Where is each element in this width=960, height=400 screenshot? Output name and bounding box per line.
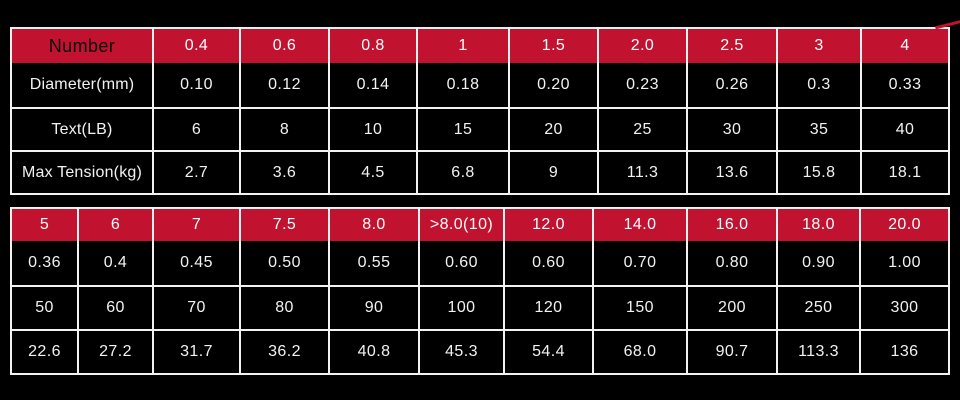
header-cell: 0.4 (154, 29, 241, 63)
value-cell: 120 (505, 285, 594, 329)
header-cell: 14.0 (594, 209, 688, 241)
value-cell: 113.3 (778, 329, 861, 373)
header-cell: 18.0 (778, 209, 861, 241)
value-cell: 9 (510, 150, 599, 193)
value-cell: 2.7 (154, 150, 241, 193)
value-cell: 90 (330, 285, 420, 329)
value-cell: 20 (510, 107, 599, 150)
value-cell: 0.90 (778, 241, 861, 285)
value-cell: 25 (599, 107, 688, 150)
value-cell: 30 (688, 107, 778, 150)
value-cell: 0.20 (510, 63, 599, 107)
header-cell: 6 (79, 209, 154, 241)
header-cell: 1 (418, 29, 510, 63)
spec-table-bottom: 5 6 7 7.5 8.0 >8.0(10) 12.0 14.0 16.0 18.0 20.0 0.3… (10, 207, 950, 375)
value-cell: 80 (241, 285, 330, 329)
value-cell: 250 (778, 285, 861, 329)
value-cell: 50 (12, 285, 79, 329)
value-cell: 0.18 (418, 63, 510, 107)
value-cell: 4.5 (330, 150, 418, 193)
spec-table-top: Number 0.4 0.6 0.8 1 1.5 2.0 2.5 3 4 Diameter(mm) 0… (10, 27, 950, 195)
value-cell: 0.50 (241, 241, 330, 285)
header-cell: 0.8 (330, 29, 418, 63)
value-cell: 0.33 (888, 76, 922, 93)
row-label-cell: Text(LB) (12, 107, 154, 150)
value-cell: 31.7 (154, 329, 241, 373)
value-cell: 54.4 (505, 329, 594, 373)
value-cell: 0.26 (688, 63, 778, 107)
value-cell: 27.2 (79, 329, 154, 373)
header-cell: 0.6 (241, 29, 330, 63)
value-cell: 90.7 (688, 329, 778, 373)
row-label-cell: Diameter(mm) (12, 63, 154, 107)
value-cell: 0.60 (420, 241, 505, 285)
value-cell: 11.3 (599, 150, 688, 193)
value-cell: 1.00 (888, 254, 921, 271)
value-cell: 13.6 (688, 150, 778, 193)
value-cell: 0.14 (330, 63, 418, 107)
value-cell: 0.3 (778, 63, 862, 107)
value-cell: 18.1 (862, 150, 948, 193)
value-cell: 0.4 (79, 241, 154, 285)
header-cell: 2.0 (599, 29, 688, 63)
value-cell: 68.0 (594, 329, 688, 373)
value-cell: 35 (778, 107, 862, 150)
header-label-cell: Number (12, 29, 154, 63)
value-cell: 0.80 (688, 241, 778, 285)
header-cell: 8.0 (330, 209, 420, 241)
value-cell: 15 (418, 107, 510, 150)
row-label-cell: Max Tension(kg) (12, 150, 154, 193)
header-cell: 12.0 (505, 209, 594, 241)
value-cell: 6 (154, 107, 241, 150)
header-cell: 3 (778, 29, 862, 63)
value-cell: 0.60 (505, 241, 594, 285)
header-cell: 2.5 (688, 29, 778, 63)
value-cell: 100 (420, 285, 505, 329)
value-cell: 0.23 (599, 63, 688, 107)
value-cell: 0.70 (594, 241, 688, 285)
value-cell: 0.36 (12, 241, 79, 285)
value-cell: 70 (154, 285, 241, 329)
value-cell: 0.10 (154, 63, 241, 107)
value-cell: 40 (862, 107, 948, 150)
value-cell: 22.6 (12, 329, 79, 373)
value-cell: 10 (330, 107, 418, 150)
header-cell: 7.5 (241, 209, 330, 241)
value-cell: 0.55 (330, 241, 420, 285)
header-cell: 20.0 (861, 209, 948, 241)
value-cell: 6.8 (418, 150, 510, 193)
value-cell: 8 (241, 107, 330, 150)
value-cell: 200 (688, 285, 778, 329)
value-cell: 150 (594, 285, 688, 329)
value-cell: 3.6 (241, 150, 330, 193)
header-cell: 5 (12, 209, 79, 241)
value-cell: 136 (861, 329, 948, 373)
value-cell: 300 (861, 285, 948, 329)
header-cell: 1.5 (510, 29, 599, 63)
value-cell: 0.45 (154, 241, 241, 285)
header-cell: >8.0(10) (420, 209, 505, 241)
value-cell: 45.3 (420, 329, 505, 373)
header-cell: 4 (862, 29, 948, 63)
value-cell: 36.2 (241, 329, 330, 373)
header-cell: 16.0 (688, 209, 778, 241)
value-cell: 15.8 (778, 150, 862, 193)
value-cell: 0.12 (241, 63, 330, 107)
value-cell: 60 (79, 285, 154, 329)
value-cell: 40.8 (330, 329, 420, 373)
header-cell: 7 (154, 209, 241, 241)
